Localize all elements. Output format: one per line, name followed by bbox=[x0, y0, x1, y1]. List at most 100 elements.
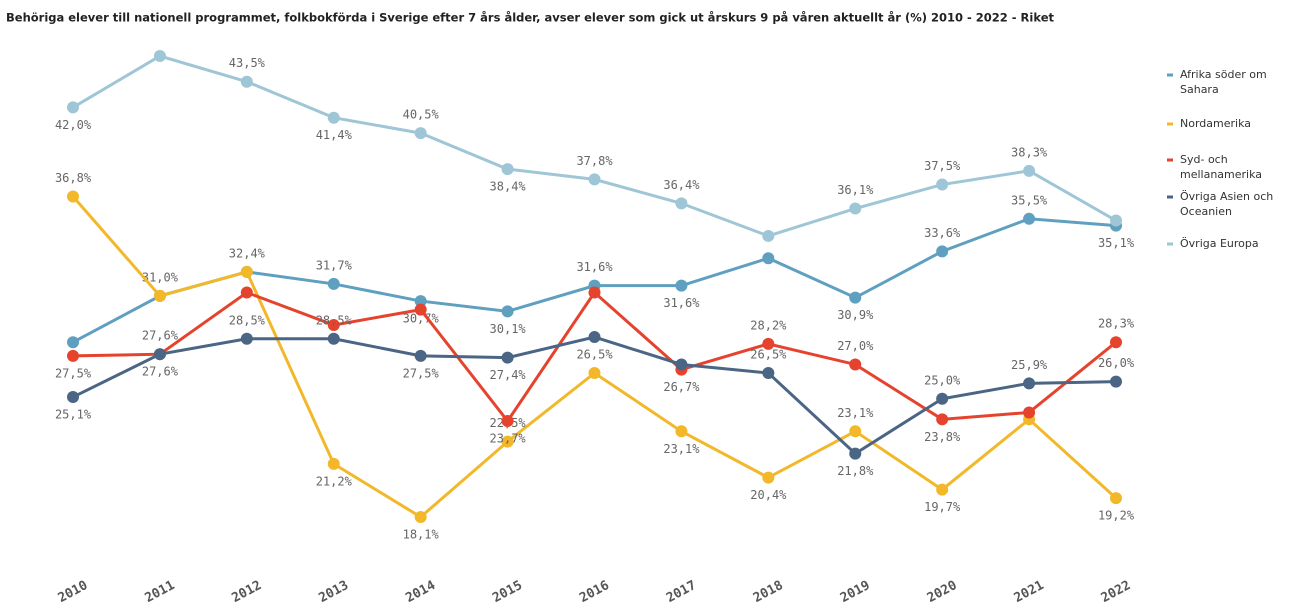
point bbox=[849, 447, 862, 460]
point bbox=[153, 348, 166, 361]
point bbox=[762, 471, 775, 484]
point bbox=[762, 252, 775, 265]
data-label: 23,1% bbox=[663, 442, 700, 456]
series bbox=[67, 331, 1122, 460]
data-label: 31,7% bbox=[316, 258, 353, 272]
data-label: 28,5% bbox=[316, 313, 353, 327]
data-label: 25,0% bbox=[924, 373, 961, 387]
point bbox=[675, 279, 688, 292]
point bbox=[501, 351, 514, 364]
x-tick-label: 2016 bbox=[577, 578, 612, 606]
data-label: 20,4% bbox=[750, 488, 787, 502]
point bbox=[936, 245, 949, 258]
point bbox=[327, 111, 340, 124]
data-label: 27,0% bbox=[837, 339, 874, 353]
data-label: 36,8% bbox=[55, 171, 92, 185]
data-label: 35,1% bbox=[1098, 236, 1135, 250]
data-label: 19,7% bbox=[924, 500, 961, 514]
data-label: 37,5% bbox=[924, 159, 961, 173]
x-tick-label: 2021 bbox=[1012, 578, 1047, 606]
x-tick-label: 2010 bbox=[56, 578, 91, 606]
data-label: 31,0% bbox=[142, 270, 179, 284]
point bbox=[1110, 214, 1122, 227]
point bbox=[1110, 492, 1122, 505]
point bbox=[936, 178, 949, 191]
data-label: 23,7% bbox=[490, 432, 527, 446]
x-tick-label: 2019 bbox=[838, 578, 873, 606]
x-tick-label: 2013 bbox=[316, 578, 351, 606]
point bbox=[762, 229, 775, 242]
point bbox=[67, 101, 79, 114]
point bbox=[849, 202, 862, 215]
point bbox=[67, 336, 79, 349]
point bbox=[153, 289, 166, 302]
data-label: 26,7% bbox=[663, 380, 700, 394]
point bbox=[327, 332, 340, 345]
data-label: 32,4% bbox=[229, 246, 266, 260]
data-label: 21,2% bbox=[316, 474, 353, 488]
data-label: 27,4% bbox=[490, 368, 527, 382]
point bbox=[327, 277, 340, 290]
data-label: 36,1% bbox=[837, 183, 874, 197]
data-label: 27,5% bbox=[403, 366, 440, 380]
point bbox=[675, 358, 688, 371]
legend-label: Afrika söder om Sahara bbox=[1180, 68, 1267, 96]
x-tick-label: 2014 bbox=[403, 578, 438, 606]
data-label: 19,2% bbox=[1098, 509, 1135, 523]
x-tick-label: 2015 bbox=[490, 578, 525, 606]
point bbox=[588, 286, 601, 299]
point bbox=[936, 413, 949, 426]
data-label: 26,0% bbox=[1098, 356, 1135, 370]
point bbox=[501, 415, 514, 428]
data-label: 42,0% bbox=[55, 118, 92, 132]
data-label: 38,4% bbox=[490, 180, 527, 194]
x-tick-label: 2012 bbox=[229, 578, 264, 606]
data-label: 18,1% bbox=[403, 528, 440, 542]
data-label: 28,5% bbox=[229, 313, 266, 327]
point bbox=[849, 358, 862, 371]
data-label: 35,5% bbox=[1011, 193, 1048, 207]
series bbox=[67, 190, 1122, 523]
point bbox=[327, 319, 340, 332]
point bbox=[67, 349, 79, 362]
point bbox=[588, 367, 601, 380]
series bbox=[67, 50, 1122, 242]
data-label: 27,6% bbox=[142, 329, 179, 343]
point bbox=[1110, 336, 1122, 349]
data-label: 25,9% bbox=[1011, 358, 1048, 372]
point bbox=[240, 75, 253, 88]
legend-label: Övriga Asien och Oceanien bbox=[1180, 190, 1273, 218]
point bbox=[588, 173, 601, 186]
x-tick-label: 2020 bbox=[925, 578, 960, 606]
point bbox=[936, 392, 949, 405]
point bbox=[675, 425, 688, 438]
point bbox=[240, 332, 253, 345]
data-label: 38,3% bbox=[1011, 145, 1048, 159]
point bbox=[1023, 377, 1036, 390]
point bbox=[414, 127, 427, 140]
data-label: 40,5% bbox=[403, 108, 440, 122]
data-label: 26,5% bbox=[576, 348, 613, 362]
point bbox=[414, 511, 427, 523]
legend-label: Nordamerika bbox=[1180, 117, 1251, 130]
point bbox=[762, 337, 775, 350]
point bbox=[501, 305, 514, 318]
data-label: 27,5% bbox=[55, 366, 92, 380]
point bbox=[501, 435, 514, 448]
point bbox=[501, 163, 514, 176]
point bbox=[67, 391, 79, 404]
data-label: 31,6% bbox=[576, 260, 613, 274]
point bbox=[1023, 406, 1036, 419]
point bbox=[414, 303, 427, 316]
data-label: 28,3% bbox=[1098, 317, 1135, 331]
data-label: 36,4% bbox=[663, 178, 700, 192]
data-label: 21,8% bbox=[837, 464, 874, 478]
point bbox=[1023, 212, 1036, 225]
x-tick-label: 2011 bbox=[143, 578, 178, 606]
data-label: 23,1% bbox=[837, 406, 874, 420]
point bbox=[849, 425, 862, 438]
data-label: 37,8% bbox=[576, 154, 613, 168]
point bbox=[67, 190, 79, 203]
point bbox=[762, 367, 775, 380]
